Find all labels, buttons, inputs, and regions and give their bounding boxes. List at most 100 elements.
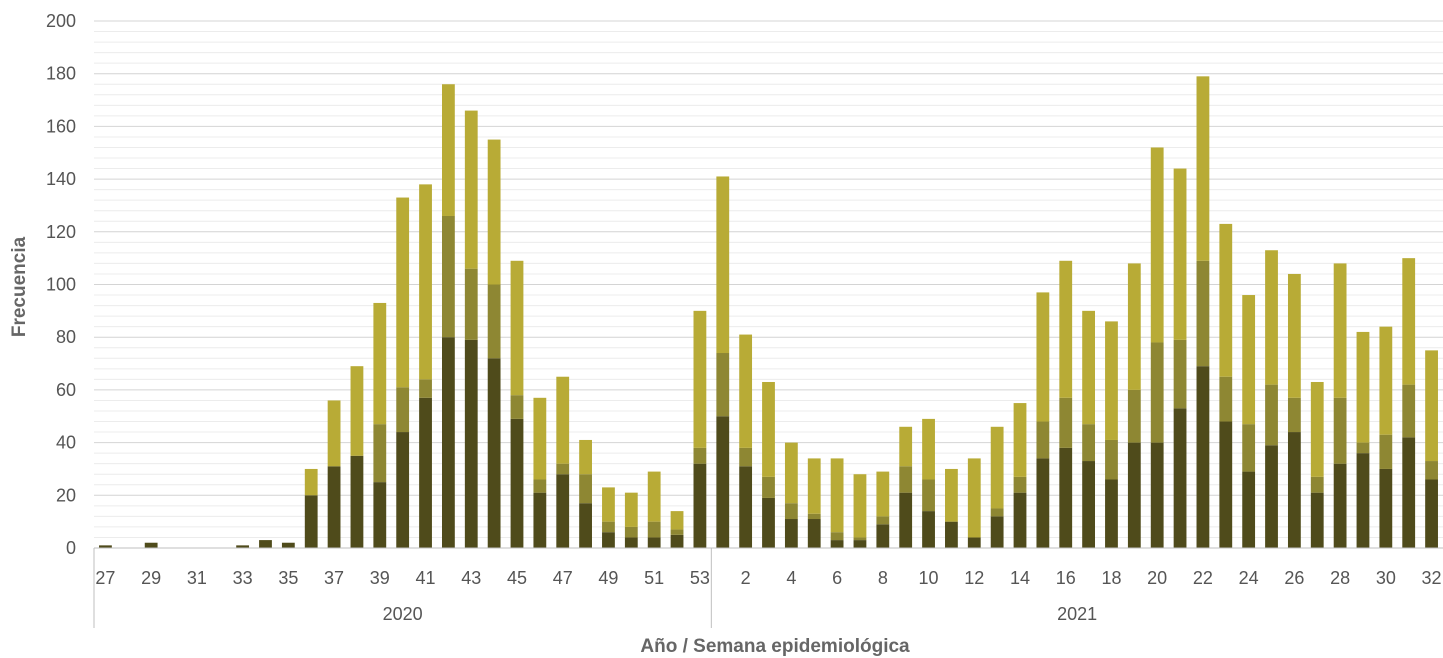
bar-segment xyxy=(373,302,387,425)
bar-segment xyxy=(990,426,1004,509)
bar-segment xyxy=(1127,389,1141,443)
bar-segment xyxy=(693,463,707,548)
x-tick-label: 8 xyxy=(878,568,888,588)
bar-segment xyxy=(464,339,478,548)
x-tick-label: 14 xyxy=(1010,568,1030,588)
bar-segment xyxy=(670,529,684,535)
bar-segment xyxy=(807,519,821,548)
bar-segment xyxy=(1310,476,1324,493)
bar-segment xyxy=(1265,445,1278,548)
bar-segment xyxy=(922,418,935,480)
bar-segment xyxy=(1379,468,1393,548)
bar-segment xyxy=(1013,403,1027,477)
bar-segment xyxy=(533,479,547,493)
bar-segment xyxy=(510,260,524,396)
bar-segment xyxy=(876,471,890,517)
bar-segment xyxy=(967,537,981,548)
bar-segment xyxy=(739,334,753,448)
bar-segment xyxy=(1310,492,1324,548)
bar-segment xyxy=(304,495,318,548)
bar-segment xyxy=(1402,258,1416,385)
bar-segment xyxy=(441,215,455,338)
bar-segment xyxy=(784,519,798,548)
bar-segment xyxy=(762,497,775,548)
bar-segment xyxy=(1036,458,1050,548)
bar-segment xyxy=(579,439,592,475)
y-tick-label: 60 xyxy=(56,380,76,400)
bar-segment xyxy=(624,526,638,538)
bar-segment xyxy=(1196,76,1210,261)
x-tick-label: 10 xyxy=(919,568,939,588)
year-group-label: 2021 xyxy=(1057,604,1097,624)
bar-segment xyxy=(396,197,410,388)
x-tick-label: 43 xyxy=(461,568,481,588)
bar-segment xyxy=(556,463,570,475)
y-tick-label: 180 xyxy=(46,64,76,84)
x-tick-label: 31 xyxy=(187,568,207,588)
x-tick-label: 51 xyxy=(644,568,664,588)
bar-segment xyxy=(350,366,364,456)
bar-segment xyxy=(1356,442,1370,454)
y-tick-label: 20 xyxy=(56,485,76,505)
bar-segment xyxy=(739,466,753,548)
bar-segment xyxy=(1265,384,1278,446)
x-tick-label: 26 xyxy=(1284,568,1304,588)
bar-segment xyxy=(533,397,547,480)
bar-segment xyxy=(510,395,524,419)
x-tick-label: 37 xyxy=(324,568,344,588)
bar-segment xyxy=(1036,292,1050,422)
x-tick-label: 35 xyxy=(278,568,298,588)
bar-segment xyxy=(1287,397,1301,433)
bar-segment xyxy=(373,482,387,548)
y-tick-label: 140 xyxy=(46,169,76,189)
bar-segment xyxy=(1196,260,1210,367)
axes: 0 20 40 60 80 100 120 140 160 180 200 27 29 31 33 35 37 3… xyxy=(46,11,1443,628)
x-tick-label: 24 xyxy=(1239,568,1259,588)
bar-segment xyxy=(1356,453,1370,548)
bar-segment xyxy=(1219,376,1233,422)
bar-segment xyxy=(1333,397,1347,464)
bar-segment xyxy=(1127,263,1141,390)
bar-segment xyxy=(579,474,592,504)
bar-segment xyxy=(624,537,638,548)
bar-segment xyxy=(716,416,730,548)
bar-segment xyxy=(1196,366,1210,548)
bar-segment xyxy=(602,487,615,522)
x-tick-label: 20 xyxy=(1147,568,1167,588)
bar-segment xyxy=(1105,439,1118,480)
bar-segment xyxy=(1219,421,1233,548)
bar-segment xyxy=(579,503,592,548)
x-tick-label: 16 xyxy=(1056,568,1076,588)
bars xyxy=(99,76,1438,548)
bar-segment xyxy=(1379,434,1393,469)
bar-segment xyxy=(945,521,958,548)
bar-segment xyxy=(922,511,935,548)
y-tick-label: 40 xyxy=(56,433,76,453)
bar-segment xyxy=(647,537,661,548)
bar-segment xyxy=(419,397,432,548)
bar-segment xyxy=(1150,342,1164,443)
bar-segment xyxy=(693,447,707,464)
bar-segment xyxy=(1402,437,1416,548)
x-tick-label: 39 xyxy=(370,568,390,588)
bar-segment xyxy=(1150,147,1164,343)
bar-segment xyxy=(899,426,913,467)
bar-segment xyxy=(533,492,547,548)
bar-segment xyxy=(396,387,410,433)
x-tick-label: 27 xyxy=(95,568,115,588)
bar-segment xyxy=(144,542,158,548)
bar-segment xyxy=(1265,250,1278,385)
bar-segment xyxy=(1379,326,1393,435)
bar-segment xyxy=(419,379,432,398)
bar-segment xyxy=(647,471,661,522)
x-tick-label: 49 xyxy=(598,568,618,588)
x-tick-label: 30 xyxy=(1376,568,1396,588)
bar-segment xyxy=(464,110,478,269)
x-tick-label: 33 xyxy=(233,568,253,588)
y-tick-label: 0 xyxy=(66,538,76,558)
bar-segment xyxy=(1059,260,1073,398)
bar-segment xyxy=(1059,397,1073,448)
y-axis-title: Frecuencia xyxy=(9,236,30,337)
bar-segment xyxy=(1150,442,1164,548)
